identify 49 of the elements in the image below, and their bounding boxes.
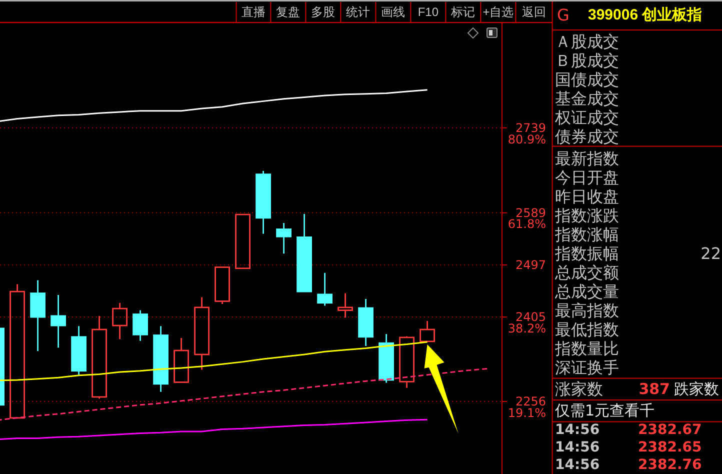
candlestick — [276, 222, 292, 254]
candlestick — [235, 214, 250, 270]
text: 2382.65 — [638, 440, 702, 456]
text: G — [557, 6, 570, 24]
text: 387 — [638, 380, 670, 398]
candlestick — [420, 320, 435, 342]
text: 399006 创业板指 — [588, 6, 702, 24]
y-tick-label: 2256 — [515, 394, 546, 408]
text: 2382.67 — [638, 422, 702, 438]
candlestick — [112, 302, 128, 340]
text: Ａ股成交 — [555, 32, 619, 51]
y-tick-label: 2497 — [515, 258, 546, 272]
y-tick-label: 2739 — [515, 120, 546, 135]
candlestick — [50, 294, 66, 348]
candlestick — [153, 325, 168, 393]
text: 最低指数 — [555, 320, 619, 339]
text: 总成交额 — [554, 262, 619, 282]
text: 仅需1元查看千 — [555, 402, 655, 420]
text: 指数涨跌 — [554, 206, 619, 225]
text: 指数量比 — [554, 338, 619, 358]
text: 深证换手 — [555, 358, 619, 377]
text: 总成交量 — [554, 282, 619, 301]
text: 14:56 — [555, 440, 600, 456]
text: 跌家数 — [674, 380, 719, 398]
text: 国债成交 — [555, 70, 619, 89]
text: 最新指数 — [555, 148, 619, 168]
text: 昨日收盘 — [555, 186, 619, 206]
text: 最高指数 — [555, 300, 619, 320]
candlestick — [194, 296, 210, 370]
text: 权证成交 — [554, 108, 619, 127]
y2-tick-label: 19.1% — [508, 406, 546, 420]
text: 14:56 — [555, 457, 600, 473]
text: 22 — [700, 244, 721, 263]
text: 指数涨幅 — [554, 224, 619, 244]
text: 债券成交 — [555, 126, 619, 146]
y2-tick-label: 80.9% — [508, 132, 546, 146]
text: 2382.76 — [638, 457, 702, 473]
text: 14:56 — [555, 422, 600, 438]
candlestick — [174, 337, 189, 383]
candlestick — [338, 292, 353, 318]
candlestick — [378, 333, 394, 384]
text: 指数振幅 — [554, 244, 619, 263]
candlestick — [30, 280, 46, 352]
text: 今日开盘 — [555, 168, 619, 187]
text: 涨家数 — [555, 380, 603, 398]
candlestick — [358, 298, 374, 347]
text: Ｂ股成交 — [555, 50, 619, 70]
text: 基金成交 — [555, 88, 619, 108]
candlestick — [296, 213, 312, 292]
